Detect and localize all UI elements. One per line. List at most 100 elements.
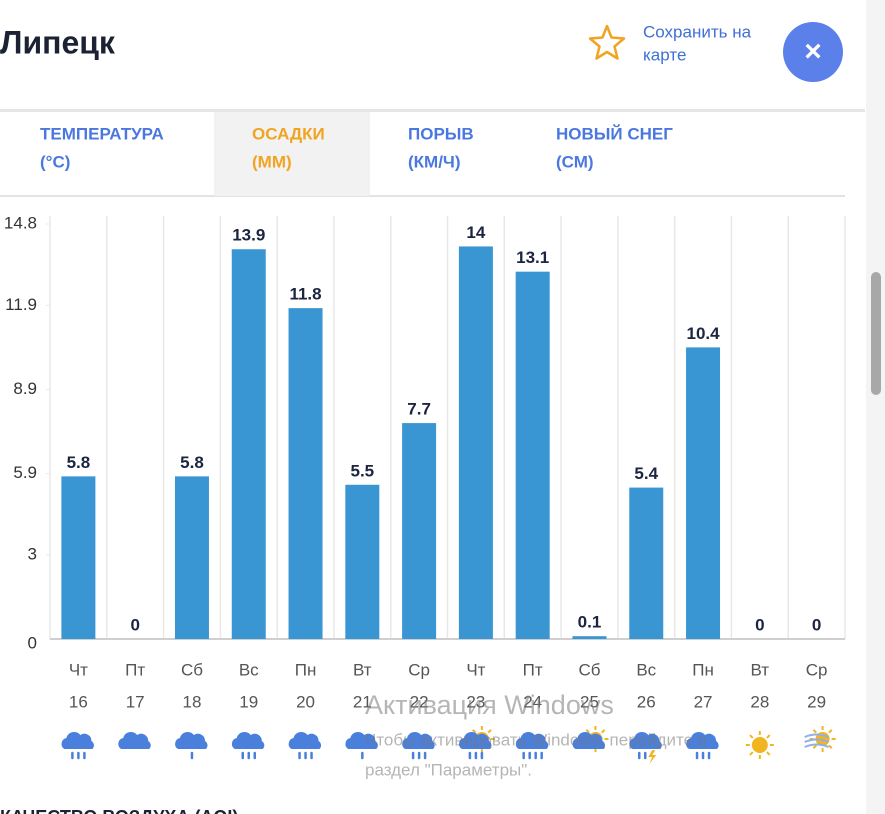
windows-watermark: раздел "Параметры". [365, 760, 532, 779]
save-link[interactable]: Сохранить на [643, 22, 752, 41]
data-label: 0 [755, 615, 764, 634]
bar [174, 476, 209, 639]
cloud-shape [459, 731, 492, 749]
bar [402, 423, 437, 639]
sun-ray [749, 751, 754, 756]
bar [629, 487, 664, 639]
tab-label[interactable]: (ММ) [252, 152, 292, 171]
weather-icon [459, 726, 495, 760]
y-tick-label: 5.9 [13, 463, 37, 482]
x-tick-label: Пн [692, 660, 714, 679]
weather-icon [61, 731, 94, 760]
cloud-shape [288, 731, 322, 749]
windows-watermark: Активация Windows [365, 690, 614, 720]
y-tick-label: 11.9 [5, 295, 37, 314]
x-tick-label: Вс [239, 660, 259, 679]
data-label: 11.8 [289, 285, 321, 304]
date-label: 25 [580, 692, 599, 711]
weather-icon [402, 731, 435, 760]
tab-label[interactable]: (СМ) [556, 152, 594, 171]
date-label: 16 [69, 692, 88, 711]
date-label: 22 [410, 692, 429, 711]
bar [288, 308, 323, 639]
sun-ray [471, 729, 477, 734]
sun-ray [828, 729, 833, 734]
bar [572, 636, 607, 639]
star-icon[interactable] [588, 24, 626, 60]
sun-ray [585, 729, 590, 734]
tab-label[interactable]: ТЕМПЕРАТУРА [40, 124, 164, 143]
tab-label[interactable]: ОСАДКИ [252, 124, 325, 143]
wind-line [804, 738, 829, 743]
data-label: 5.8 [67, 453, 91, 472]
cloud-shape [345, 731, 378, 749]
bar [61, 476, 96, 639]
x-tick-label: Вс [636, 660, 656, 679]
close-icon[interactable]: × [804, 35, 822, 68]
y-tick-label: 3 [28, 544, 37, 563]
cloud-shape [572, 731, 606, 749]
date-label: 27 [694, 692, 713, 711]
date-label: 17 [126, 692, 145, 711]
x-tick-label: Пт [125, 660, 145, 679]
date-label: 21 [353, 692, 372, 711]
x-tick-label: Чт [466, 660, 485, 679]
weather-icon [629, 731, 662, 764]
data-label: 13.9 [232, 226, 265, 245]
header-shadow [0, 109, 865, 112]
bar [345, 484, 380, 639]
tab-label[interactable]: (КМ/Ч) [408, 152, 461, 171]
weather-icon [686, 731, 719, 760]
data-label: 0 [812, 615, 821, 634]
wind-line [804, 733, 829, 738]
weather-icon [572, 726, 609, 752]
date-label: 19 [239, 692, 258, 711]
scrollbar-thumb[interactable] [871, 272, 881, 395]
sun-ray [601, 729, 606, 734]
sun-ray [766, 751, 771, 756]
weather-icon [175, 731, 208, 760]
bar [231, 249, 266, 639]
x-tick-label: Сб [578, 660, 600, 679]
wind-line [804, 743, 829, 748]
tab-label[interactable]: (°C) [40, 152, 70, 171]
tab-label[interactable]: ПОРЫВ [408, 124, 474, 143]
sun-ray [487, 729, 492, 734]
date-label: 24 [523, 692, 542, 711]
sun-ray [812, 729, 817, 734]
cloud-shape [515, 731, 549, 749]
weather-icon [118, 731, 151, 749]
bar [515, 271, 550, 639]
date-label: 26 [637, 692, 656, 711]
data-label: 14 [466, 223, 485, 242]
date-label: 29 [807, 692, 826, 711]
x-tick-label: Вт [751, 660, 770, 679]
x-tick-label: Пт [523, 660, 543, 679]
x-tick-label: Ср [806, 660, 828, 679]
scrollbar[interactable] [866, 0, 885, 814]
weather-icon [804, 726, 836, 752]
x-tick-label: Пн [295, 660, 317, 679]
weather-icon [515, 731, 549, 760]
data-label: 5.8 [180, 453, 204, 472]
weather-icon [345, 731, 378, 760]
data-label: 10.4 [686, 324, 720, 343]
weather-icon [288, 731, 322, 760]
tab-label[interactable]: НОВЫЙ СНЕГ [556, 124, 673, 143]
bar [686, 347, 721, 639]
close-button[interactable] [783, 22, 843, 82]
y-tick-label: 0 [28, 633, 37, 652]
cloud-shape [402, 731, 435, 749]
sun-ray [766, 734, 771, 739]
sun-ray [749, 734, 754, 739]
date-label: 23 [466, 692, 485, 711]
cloud-shape [629, 731, 662, 749]
active-tab-bg [214, 112, 370, 196]
cloud-shape [175, 731, 208, 749]
data-label: 5.5 [351, 461, 375, 480]
save-link[interactable]: карте [643, 45, 686, 64]
data-label: 13.1 [516, 248, 549, 267]
cloud-shape [686, 731, 719, 749]
